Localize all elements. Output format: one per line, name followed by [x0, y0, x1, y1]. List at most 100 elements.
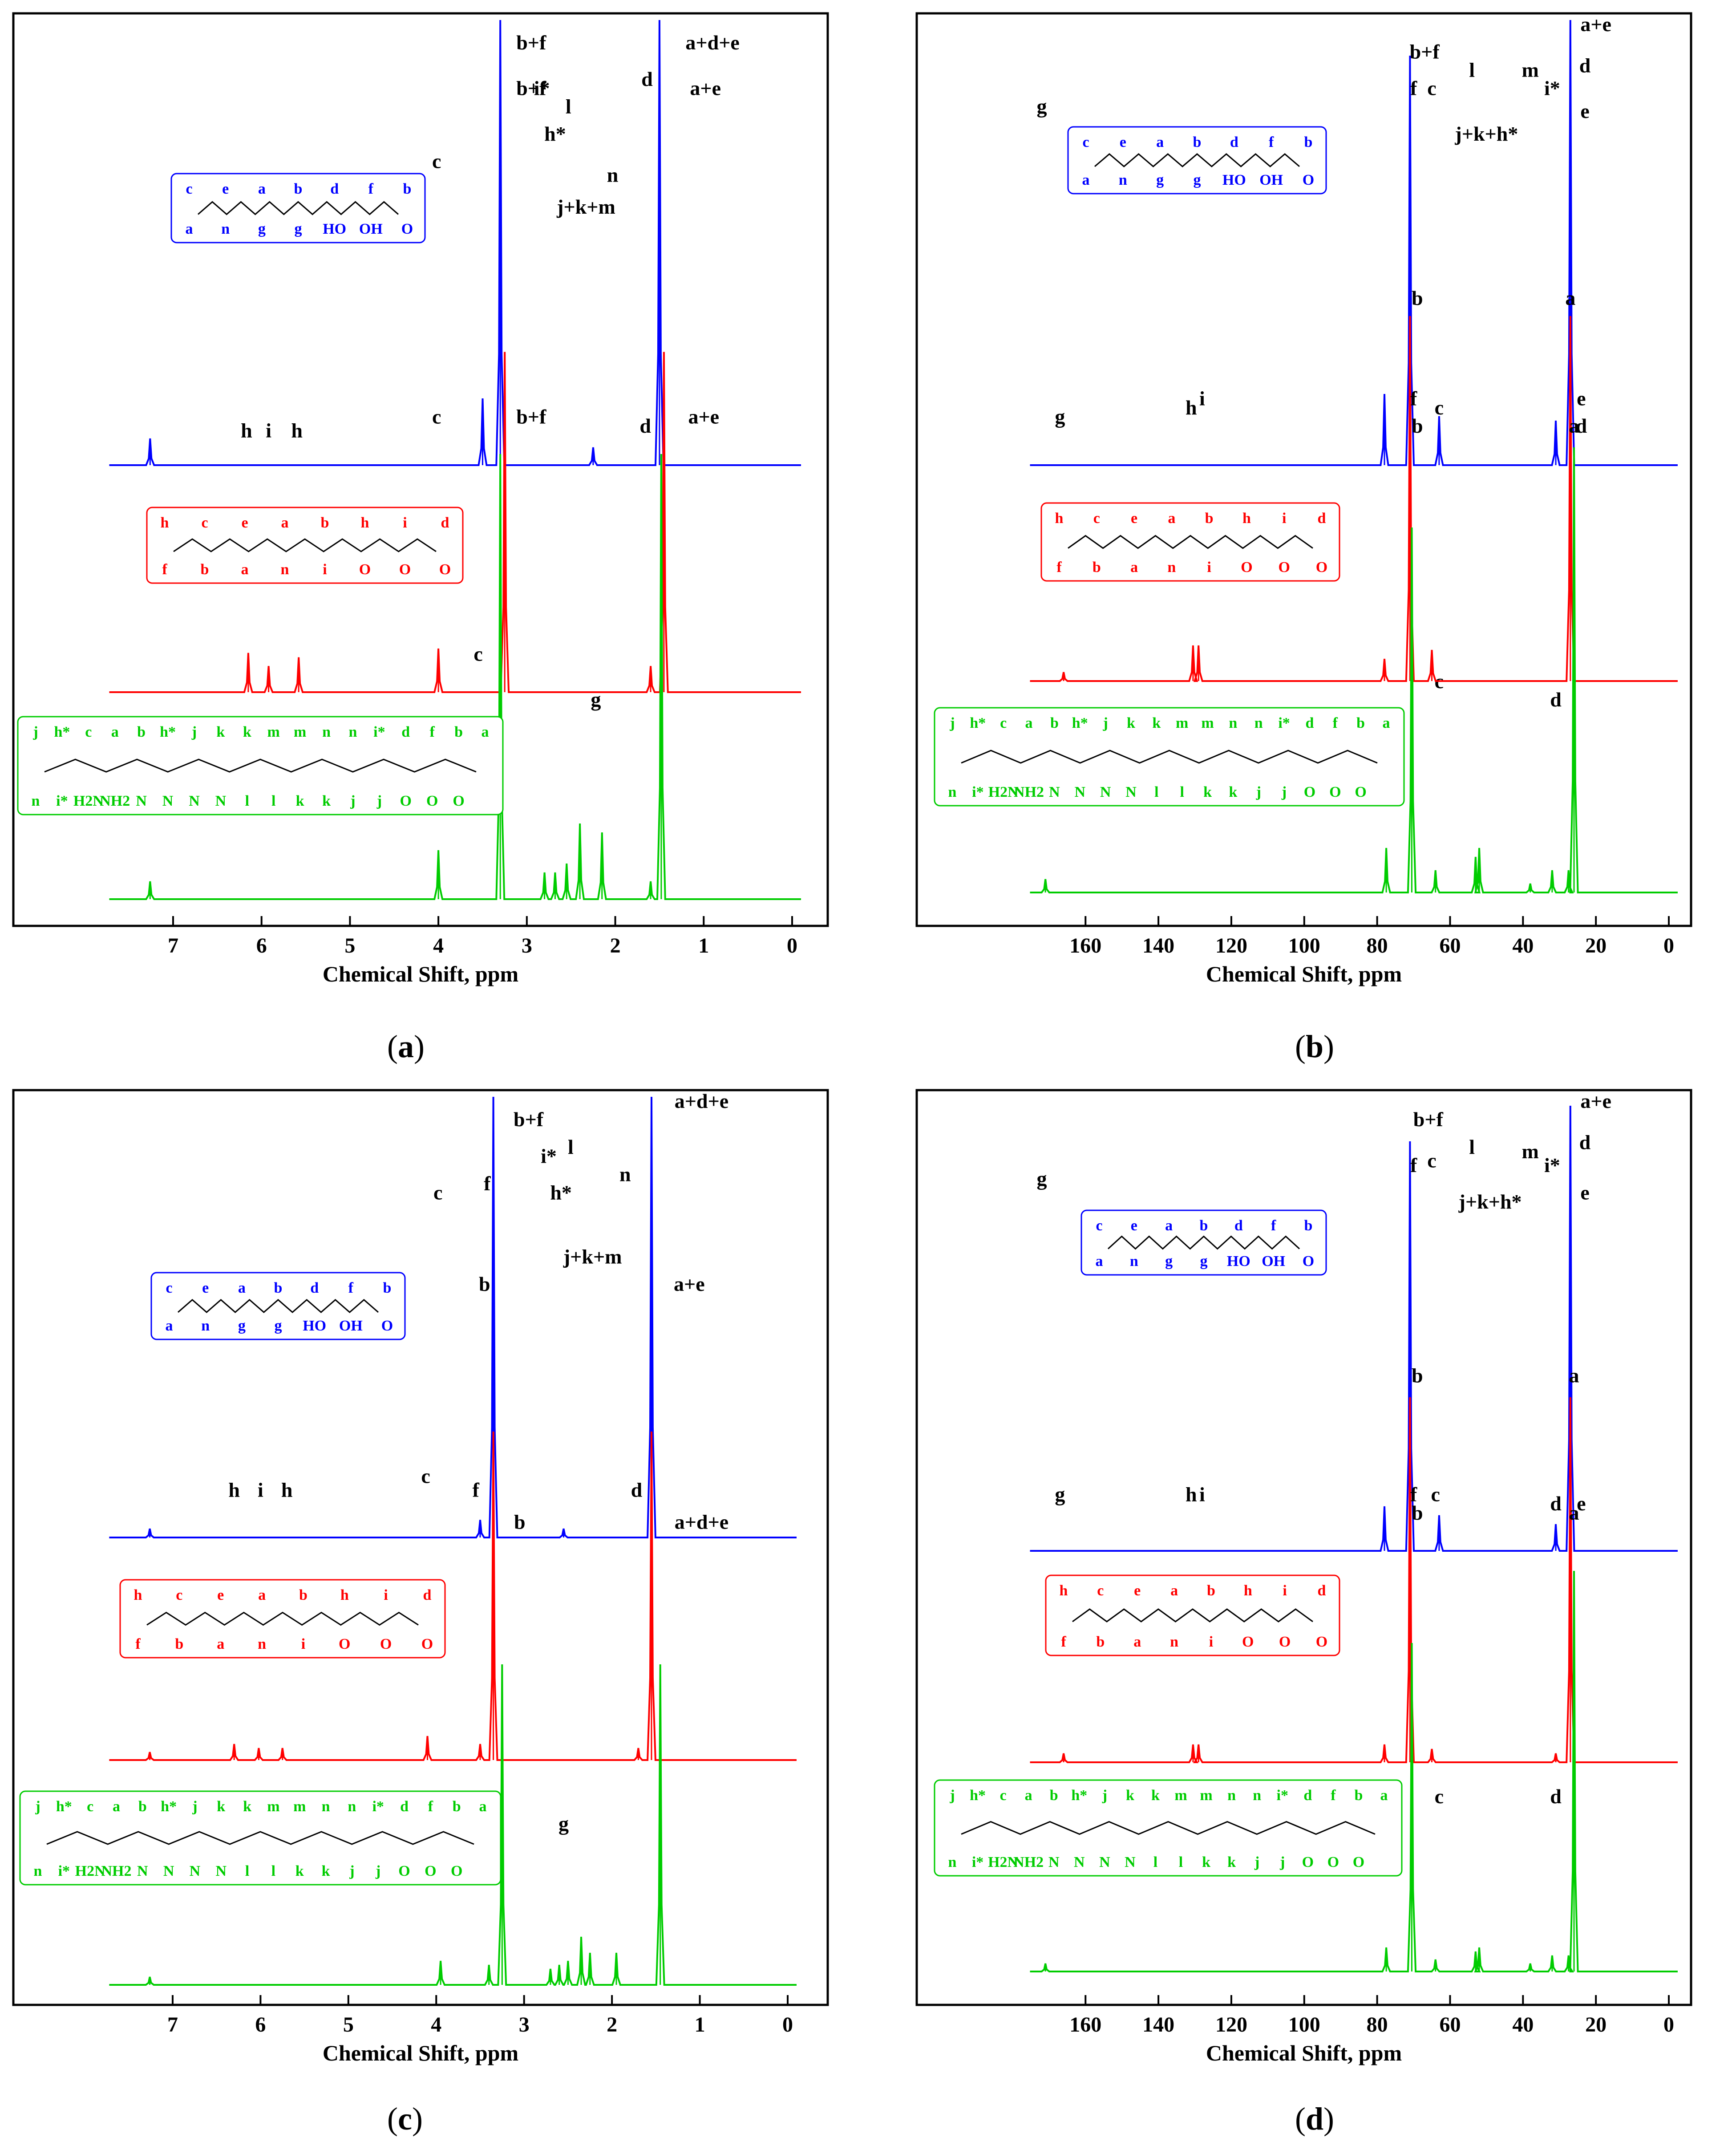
structure-label: O	[339, 1636, 350, 1652]
structure-label: g	[258, 221, 266, 237]
structure-label: N	[1125, 1854, 1136, 1870]
structure-label: m	[267, 724, 280, 740]
structure-label: b	[138, 1798, 147, 1815]
structure-label: N	[137, 1863, 148, 1879]
structure-label: c	[1082, 134, 1089, 150]
structure-label: k	[216, 724, 225, 740]
structure-label: b	[1096, 1634, 1105, 1650]
x-axis-label: Chemical Shift, ppm	[323, 2040, 518, 2065]
peak-label: f	[1410, 1154, 1417, 1176]
caption-b-close: )	[1323, 1029, 1335, 1064]
x-tick-label: 120	[1215, 2013, 1247, 2036]
structure-blue-d-chain	[1107, 1235, 1300, 1250]
structure-label: b	[1304, 134, 1313, 150]
structure-label: a	[1380, 1787, 1388, 1804]
structure-label: h*	[970, 715, 986, 731]
structure-label: b	[137, 724, 146, 740]
peak-label: b+f	[516, 31, 546, 54]
structure-green-c-frame	[19, 1790, 502, 1886]
structure-blue-b: c e a b d f b a n g g HO OH O	[1067, 126, 1327, 195]
structure-label: c	[87, 1798, 93, 1815]
structure-red-a: h c e a b h i d f b a n i O O O	[146, 507, 464, 584]
green-spectrum: gf clj+k+h*mi*edb a	[1030, 54, 1678, 893]
peak-label: b	[1412, 414, 1423, 437]
structure-label: f	[1331, 1787, 1336, 1804]
caption-c-letter: c	[397, 2101, 412, 2137]
structure-red-c-chain	[146, 1611, 419, 1626]
structure-label: n	[1170, 1634, 1178, 1650]
peak-label: g	[1055, 1483, 1065, 1506]
peak-label: h	[1186, 396, 1197, 419]
blue-spectrum: c g b+f a+d+e	[109, 20, 801, 711]
structure-label: f	[430, 724, 435, 740]
peak-label: e	[1577, 1492, 1586, 1515]
nmr-chart-b: 160 140 120 100 80 60 40 20 0 Chemical Shift, ppm…	[915, 12, 1692, 986]
structure-label: O	[359, 561, 371, 578]
structure-label: m	[293, 1798, 306, 1815]
peak-label: a	[1569, 1364, 1579, 1387]
structure-label: k	[296, 793, 304, 809]
structure-label: O	[400, 793, 412, 809]
structure-label: d	[330, 181, 339, 197]
peak-label: i	[1199, 387, 1205, 410]
structure-label: a	[1082, 172, 1090, 188]
structure-red-b: h c e a b h i d f b a n i O O O	[1040, 502, 1340, 582]
structure-label: O	[1355, 784, 1366, 800]
peak-label: b	[1412, 1501, 1423, 1524]
structure-label: k	[1127, 715, 1135, 731]
peak-label: d	[639, 414, 651, 437]
structure-label: b	[201, 561, 209, 578]
structure-label: a	[1168, 510, 1175, 527]
structure-label: O	[425, 1863, 436, 1879]
peak-label: h	[1186, 1483, 1197, 1506]
structure-label: n	[1227, 1787, 1236, 1804]
structure-green-a-frame	[17, 716, 504, 815]
structure-label: O	[381, 1318, 393, 1334]
structure-label: HO	[1227, 1253, 1250, 1270]
structure-label: a	[186, 221, 193, 237]
peak-label: a+d+e	[685, 31, 739, 54]
structure-label: n	[322, 724, 331, 740]
structure-red-c: h c e a b h i d f b a n i O O O	[119, 1579, 446, 1659]
structure-label: g	[1200, 1253, 1208, 1270]
peak-label: b+f	[1410, 41, 1440, 63]
structure-label: i	[403, 515, 407, 531]
x-tick-label: 0	[1663, 934, 1674, 957]
peak-label: c	[421, 1465, 430, 1488]
x-tick-label: 6	[255, 2013, 266, 2036]
peak-label: h*	[550, 1181, 572, 1204]
x-axis: 7 6 5 4 3 2 1 0 Chemical Shift, ppm	[167, 1995, 793, 2065]
structure-label: i	[1207, 559, 1211, 576]
structure-label: j	[949, 715, 955, 731]
structure-label: g	[295, 221, 302, 237]
structure-label: a	[1156, 134, 1164, 150]
structure-label: k	[322, 793, 331, 809]
x-axis: 7 6 5 4 3 2 1 0 Chemical Shift, ppm	[168, 916, 797, 986]
structure-label: j	[349, 1863, 354, 1879]
structure-label: O	[1278, 559, 1290, 576]
peak-label: d	[1550, 1785, 1562, 1808]
structure-label: h*	[1072, 715, 1088, 731]
panel-b: 160 140 120 100 80 60 40 20 0 Chemical Shift, ppm…	[868, 0, 1736, 1077]
structure-label: m	[1174, 1787, 1187, 1804]
structure-label: H2N	[73, 793, 104, 809]
structure-label: H2N	[988, 784, 1019, 800]
structure-label: b	[274, 1280, 283, 1296]
structure-label: a	[1096, 1253, 1103, 1270]
structure-label: d	[1318, 510, 1326, 527]
structure-label: b	[1205, 510, 1214, 527]
peak-label: a+e	[674, 1273, 705, 1295]
x-tick-label: 2	[610, 934, 621, 957]
x-tick-label: 3	[522, 934, 532, 957]
peak-label: h	[291, 419, 303, 442]
x-tick-label: 80	[1367, 2013, 1388, 2036]
caption-d-letter: d	[1305, 2101, 1324, 2137]
peak-label: f	[1410, 1483, 1417, 1506]
structure-blue-b-chain	[1094, 153, 1300, 167]
structure-label: g	[238, 1318, 246, 1334]
structure-label: k	[243, 724, 251, 740]
peak-label: b	[479, 1273, 490, 1295]
structure-label: n	[221, 221, 230, 237]
structure-label: b	[1304, 1217, 1313, 1234]
structure-label: d	[1305, 715, 1314, 731]
